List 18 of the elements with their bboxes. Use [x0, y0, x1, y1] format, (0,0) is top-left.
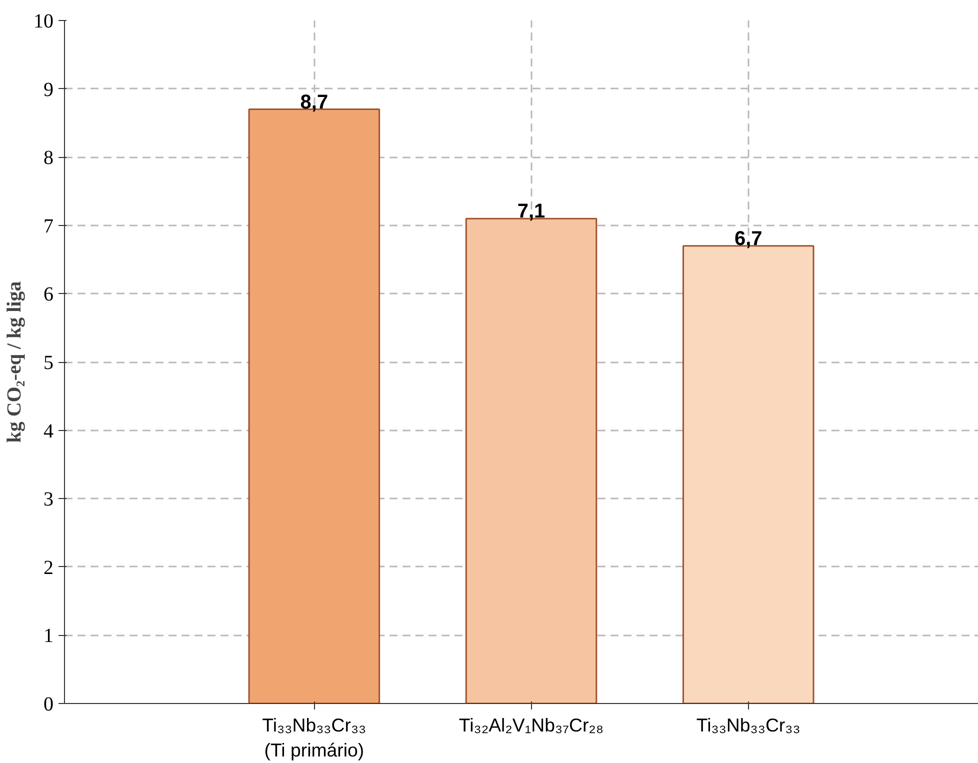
y-tick-label: 8 — [44, 147, 54, 170]
y-tick-label: 3 — [44, 488, 54, 511]
y-tick-label: 5 — [44, 352, 54, 374]
x-tick-label: Ti₃₃Nb₃₃Cr₃₃ — [696, 714, 800, 736]
data-label: 7,1 — [517, 200, 546, 223]
y-tick-label: 10 — [34, 10, 54, 32]
x-tick-label: Ti₃₃Nb₃₃Cr₃₃ (Ti primário) — [262, 714, 366, 761]
x-tick-label: Ti₃₂Al₂V₁Nb₃₇Cr₂₈ — [458, 714, 604, 736]
y-tick-label: 6 — [44, 284, 54, 306]
y-tick-label: 2 — [44, 556, 54, 579]
y-tick-label: 9 — [44, 78, 54, 101]
y-tick-label: 1 — [44, 625, 54, 648]
data-label: 8,7 — [300, 91, 328, 114]
y-tick-label: 4 — [44, 420, 54, 442]
y-tick-label: 7 — [44, 215, 54, 238]
y-tick-label: 0 — [44, 694, 54, 716]
y-axis-title: kg CO₂-eq / kg liga — [4, 281, 26, 443]
data-label: 6,7 — [734, 228, 762, 250]
